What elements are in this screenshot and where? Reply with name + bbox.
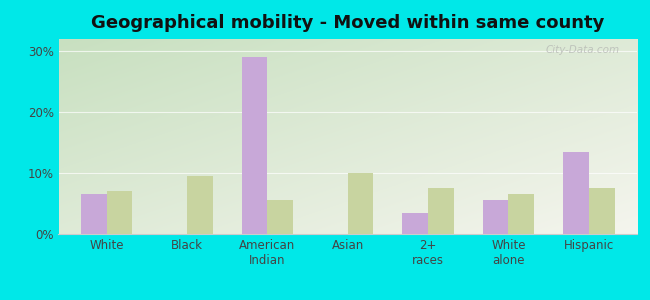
Bar xyxy=(348,173,374,234)
Bar xyxy=(107,191,133,234)
Bar xyxy=(563,152,589,234)
Bar xyxy=(242,57,267,234)
Bar xyxy=(267,200,293,234)
Bar xyxy=(81,194,107,234)
Text: City-Data.com: City-Data.com xyxy=(545,45,619,55)
Bar xyxy=(589,188,614,234)
Bar xyxy=(187,176,213,234)
Bar xyxy=(402,213,428,234)
Bar xyxy=(508,194,534,234)
Bar xyxy=(428,188,454,234)
Title: Geographical mobility - Moved within same county: Geographical mobility - Moved within sam… xyxy=(91,14,604,32)
Bar xyxy=(483,200,508,234)
